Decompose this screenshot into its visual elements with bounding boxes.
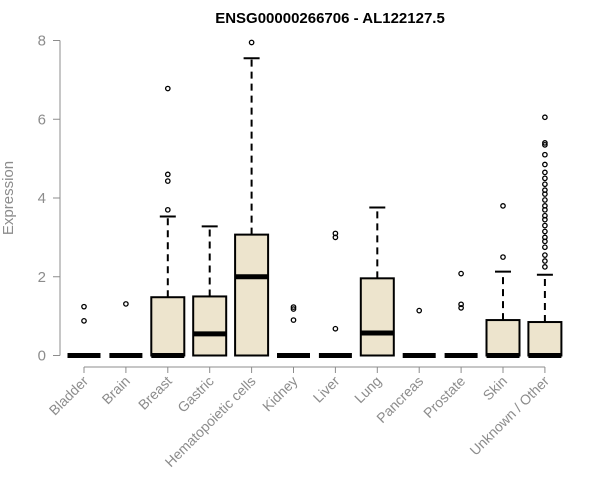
- outlier-point: [542, 252, 548, 258]
- iqr-box: [234, 233, 270, 357]
- y-axis: 0 2 4 6 8: [38, 33, 61, 365]
- outlier-point: [458, 301, 464, 308]
- y-tick-label: 8: [38, 33, 46, 50]
- outlier-point: [542, 197, 548, 203]
- outlier-point: [542, 222, 548, 229]
- box-bladder: [67, 303, 101, 358]
- outlier-point: [542, 187, 548, 193]
- outlier-point: [81, 303, 87, 310]
- box-kidney: [277, 304, 310, 358]
- outlier-point: [248, 39, 255, 46]
- box-brain: [109, 301, 143, 358]
- iqr-box: [192, 295, 228, 357]
- boxes-group: [67, 39, 563, 358]
- y-tick-label: 6: [38, 111, 46, 128]
- x-tick-label: Breast: [135, 373, 175, 413]
- x-tick-label: Brain: [99, 373, 133, 407]
- box-pancreas: [402, 307, 436, 358]
- x-tick-label: Lung: [351, 373, 384, 406]
- outlier-point: [542, 234, 548, 241]
- outlier-point: [542, 244, 548, 251]
- outlier-point: [542, 175, 548, 182]
- box-liver: [318, 230, 352, 358]
- outlier-point: [500, 203, 506, 209]
- outlier-point: [290, 306, 297, 312]
- outlier-point: [123, 301, 129, 307]
- outlier-point: [542, 264, 548, 270]
- box-prostate: [444, 270, 478, 358]
- outlier-point: [458, 305, 464, 311]
- box-unknown-other: [527, 114, 563, 358]
- outlier-point: [416, 307, 423, 314]
- outlier-point: [542, 114, 548, 121]
- y-axis-label: Expression: [0, 161, 17, 235]
- outlier-point: [542, 151, 548, 158]
- outlier-point: [542, 212, 548, 219]
- x-tick-label: Skin: [480, 373, 511, 404]
- chart-title: ENSG00000266706 - AL122127.5: [215, 10, 445, 27]
- outlier-point: [332, 230, 339, 237]
- y-tick-label: 0: [38, 348, 46, 365]
- y-tick-label: 2: [38, 269, 46, 286]
- x-tick-label: Kidney: [259, 373, 301, 415]
- x-tick-label: Unknown / Other: [466, 373, 552, 459]
- iqr-box: [527, 321, 563, 357]
- x-tick-label: Bladder: [46, 373, 92, 419]
- outlier-point: [542, 141, 548, 148]
- iqr-box: [150, 296, 186, 357]
- outlier-point: [542, 258, 548, 264]
- box-hematopoietic-cells: [234, 39, 270, 357]
- outlier-point: [542, 140, 548, 146]
- box-skin: [485, 203, 521, 358]
- outlier-point: [81, 317, 87, 324]
- box-lung: [359, 206, 395, 357]
- outlier-point: [458, 270, 464, 277]
- outlier-point: [164, 178, 171, 184]
- outlier-point: [542, 169, 548, 176]
- box-gastric: [192, 225, 228, 357]
- x-tick-label: Prostate: [420, 373, 468, 421]
- outlier-point: [290, 317, 297, 323]
- outlier-point: [164, 171, 171, 178]
- y-tick-label: 4: [38, 190, 46, 207]
- outlier-point: [542, 181, 548, 188]
- box-breast: [150, 85, 186, 358]
- outlier-point: [332, 325, 339, 332]
- outlier-point: [500, 254, 506, 260]
- x-tick-label: Liver: [310, 373, 343, 406]
- iqr-box: [359, 277, 395, 357]
- outlier-point: [164, 206, 171, 213]
- outlier-point: [290, 304, 297, 310]
- iqr-box: [485, 319, 521, 357]
- outlier-point: [542, 203, 548, 209]
- outlier-point: [542, 228, 548, 235]
- x-tick-label: Pancreas: [373, 373, 426, 426]
- outlier-point: [164, 85, 171, 92]
- outlier-point: [542, 161, 548, 168]
